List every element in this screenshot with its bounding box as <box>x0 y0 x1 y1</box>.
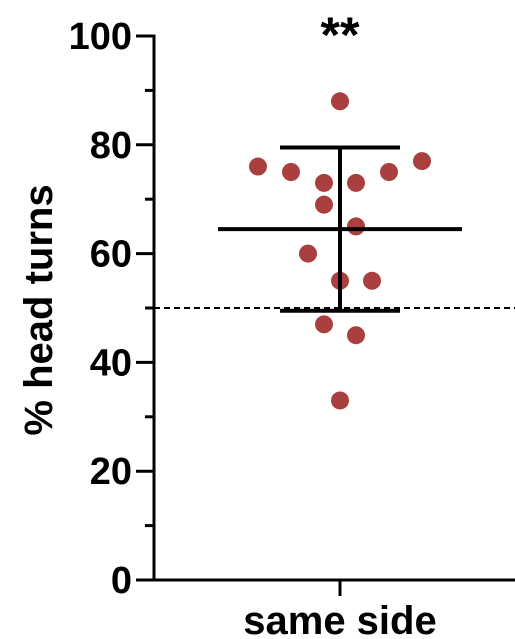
y-axis-title: % head turns <box>17 184 61 435</box>
data-point <box>315 315 333 334</box>
data-point <box>331 92 349 111</box>
y-tick-label: 40 <box>90 342 132 384</box>
data-point <box>363 271 381 290</box>
data-point <box>299 244 317 263</box>
data-point <box>249 157 267 176</box>
data-point <box>315 173 333 192</box>
data-marks <box>154 92 515 410</box>
data-point <box>315 195 333 214</box>
significance-label: ** <box>321 7 360 63</box>
y-tick-label: 0 <box>111 560 132 602</box>
axes: 0 20 40 60 80 100 same side <box>69 16 515 639</box>
y-tick-label: 80 <box>90 125 132 167</box>
y-tick-label: 100 <box>69 16 132 58</box>
y-tick-label: 20 <box>90 451 132 493</box>
data-point <box>331 391 349 410</box>
data-point <box>413 152 431 171</box>
y-tick-label: 60 <box>90 234 132 276</box>
data-point <box>347 217 365 236</box>
x-tick-label: same side <box>243 599 436 639</box>
data-point <box>347 326 365 345</box>
data-point <box>347 173 365 192</box>
data-point <box>380 163 398 181</box>
data-point <box>282 163 300 181</box>
